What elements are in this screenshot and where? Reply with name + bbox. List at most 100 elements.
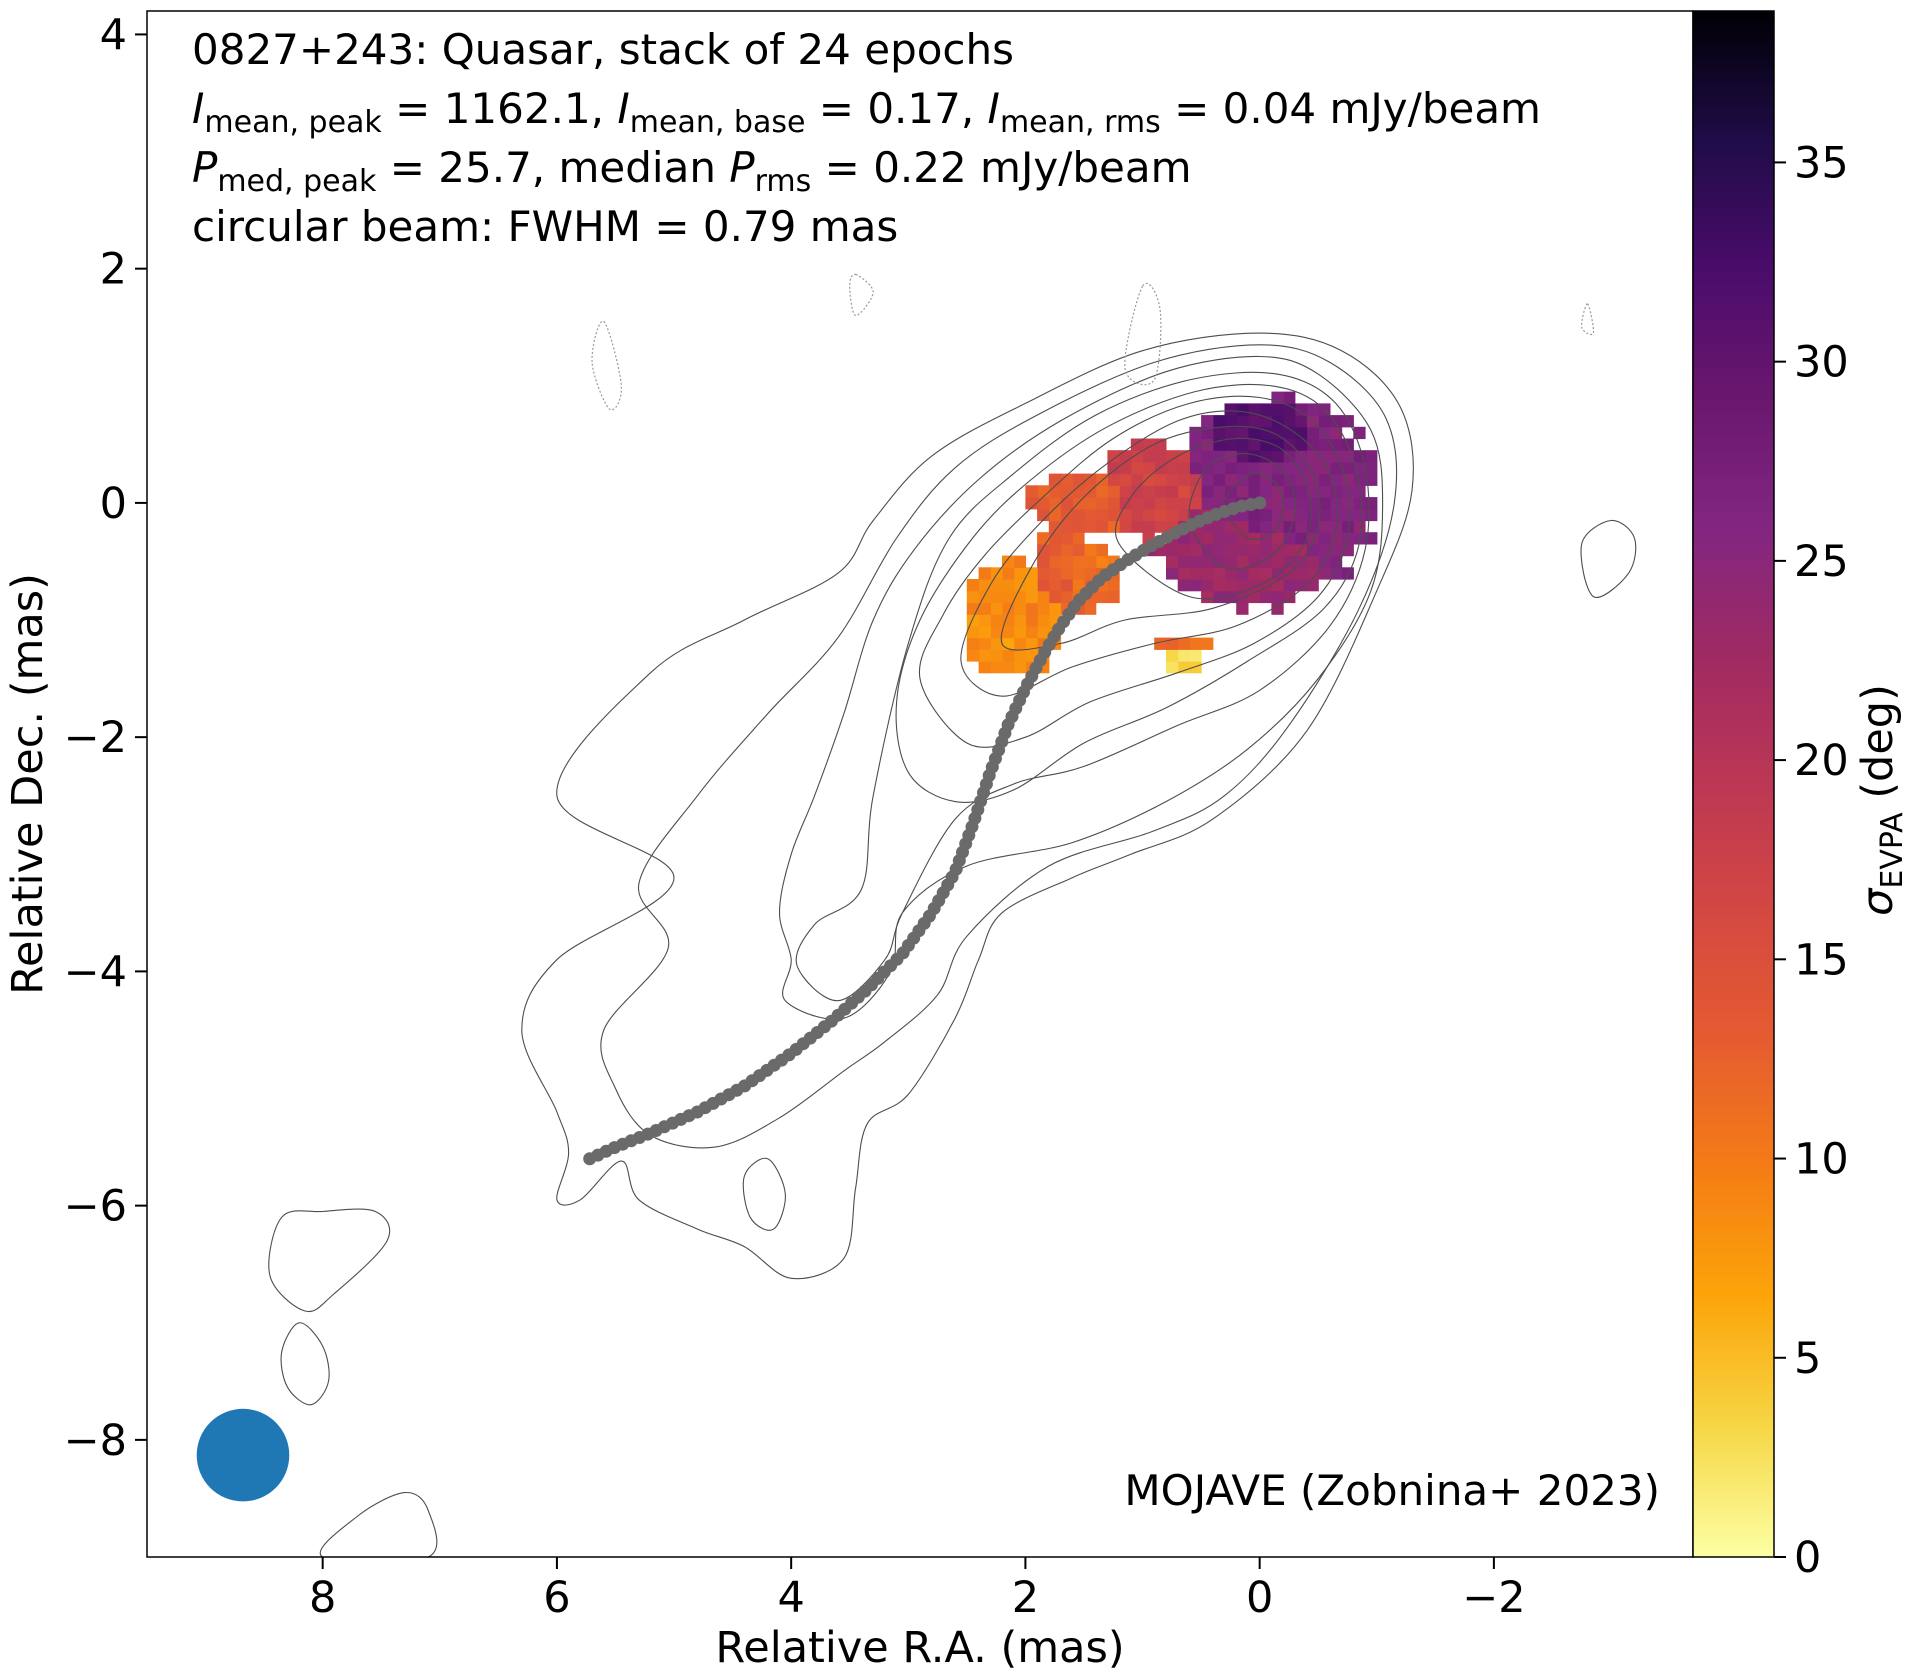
evpa-pixel [1189, 649, 1202, 662]
evpa-pixel [1166, 497, 1179, 510]
evpa-pixel [1048, 602, 1062, 615]
evpa-pixel [1177, 485, 1190, 498]
evpa-pixel [1048, 590, 1062, 604]
intensity-contour [742, 1157, 786, 1231]
evpa-pixel [966, 579, 980, 592]
evpa-pixel [1271, 403, 1284, 416]
ridge-point [583, 1152, 597, 1166]
evpa-pixel [1013, 567, 1026, 580]
evpa-pixel [1142, 508, 1155, 522]
evpa-pixel [1236, 461, 1249, 475]
evpa-pixel [978, 637, 991, 650]
evpa-pixel [1107, 485, 1120, 498]
evpa-pixel [1236, 602, 1249, 615]
evpa-pixel [1341, 461, 1354, 475]
negative-contour [849, 273, 874, 317]
evpa-pixel [1107, 461, 1120, 475]
evpa-pixel [1224, 415, 1237, 428]
evpa-pixel [1318, 473, 1331, 486]
evpa-pixel [1294, 497, 1308, 510]
evpa-pixel [1154, 450, 1167, 463]
evpa-pixel [1259, 485, 1272, 498]
restoring-beam [196, 1408, 290, 1502]
evpa-pixel [990, 661, 1003, 674]
y-tick-label: 4 [100, 10, 127, 60]
evpa-pixel [1271, 497, 1284, 510]
evpa-pixel [1107, 579, 1120, 592]
evpa-pixel [1048, 579, 1062, 592]
y-tick-label: 0 [100, 479, 127, 529]
intensity-contour [521, 332, 1414, 1280]
intensity-contour [918, 395, 1351, 748]
evpa-pixel [1013, 602, 1026, 615]
evpa-pixel [1259, 520, 1272, 533]
evpa-pixel [1283, 508, 1296, 522]
info-line: Pmed, peak = 25.7, median Prms = 0.22 mJ… [192, 143, 1192, 199]
evpa-pixel [1329, 520, 1343, 533]
evpa-pixel [1084, 497, 1097, 510]
intensity-contour [280, 1322, 330, 1406]
evpa-pixel [1072, 567, 1085, 580]
evpa-pixel [1306, 403, 1319, 416]
evpa-pixel [1189, 567, 1202, 580]
evpa-pixel [1283, 426, 1296, 440]
evpa-pixel [1025, 485, 1038, 498]
evpa-pixel [978, 567, 991, 580]
evpa-pixel [1329, 461, 1343, 475]
evpa-pixel [1037, 532, 1050, 545]
evpa-pixel [1294, 415, 1308, 428]
evpa-pixel [1294, 485, 1308, 498]
evpa-pixel [1025, 625, 1038, 639]
evpa-pixel [1283, 438, 1296, 451]
evpa-pixel [978, 590, 991, 604]
evpa-pixel [1013, 614, 1026, 627]
evpa-pixel [1353, 532, 1366, 545]
evpa-pixel [1259, 438, 1272, 451]
evpa-pixel [1259, 590, 1272, 604]
evpa-pixel [1189, 555, 1202, 568]
evpa-pixel [1271, 415, 1284, 428]
evpa-pixel [1329, 532, 1343, 545]
evpa-pixel [1037, 625, 1050, 639]
evpa-pixel [1329, 426, 1343, 440]
evpa-pixel [1259, 450, 1272, 463]
evpa-pixel [1177, 543, 1190, 557]
evpa-pixel [1353, 497, 1366, 510]
evpa-pixel [1084, 602, 1097, 615]
evpa-pixel [1201, 485, 1214, 498]
evpa-pixel [1365, 532, 1378, 545]
evpa-pixel [1060, 579, 1073, 592]
evpa-pixel [978, 661, 991, 674]
evpa-pixel [1306, 508, 1319, 522]
evpa-pixel [1119, 520, 1132, 533]
evpa-pixel [1236, 590, 1249, 604]
evpa-pixel [1002, 567, 1015, 580]
evpa-pixel [1201, 450, 1214, 463]
evpa-pixel [1247, 426, 1261, 440]
evpa-pixel [1224, 532, 1237, 545]
evpa-pixel [1119, 508, 1132, 522]
evpa-pixel [1119, 461, 1132, 475]
beam-circle [196, 1408, 290, 1502]
evpa-pixel [1329, 485, 1343, 498]
evpa-pixel [1236, 426, 1249, 440]
evpa-pixel [1084, 543, 1097, 557]
plot-background [147, 11, 1693, 1557]
evpa-pixel [1259, 567, 1272, 580]
evpa-pixel [1271, 602, 1284, 615]
y-tick-label: −6 [64, 1182, 127, 1232]
evpa-pixel [1048, 543, 1062, 557]
evpa-pixel [1224, 450, 1237, 463]
evpa-pixel [978, 649, 991, 662]
evpa-pixel [1130, 485, 1144, 498]
evpa-pixel [1294, 438, 1308, 451]
evpa-pixel [1271, 391, 1284, 404]
total-intensity-contours [268, 273, 1637, 1557]
evpa-pixel [1189, 438, 1202, 451]
evpa-pixel [1318, 450, 1331, 463]
intensity-contour [1188, 453, 1296, 570]
evpa-pixel [1236, 543, 1249, 557]
evpa-pixel [1002, 579, 1015, 592]
evpa-pixel [1177, 497, 1190, 510]
evpa-pixel [1060, 590, 1073, 604]
